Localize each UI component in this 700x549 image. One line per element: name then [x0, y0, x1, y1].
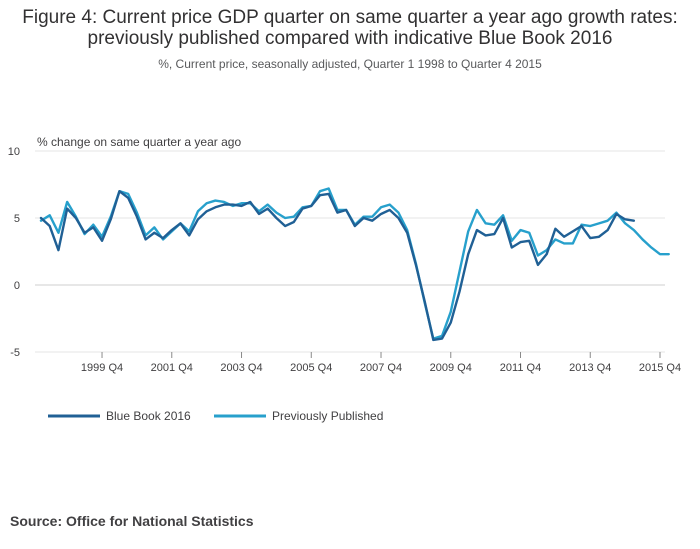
legend: Blue Book 2016 Previously Published — [48, 409, 383, 423]
y-tick-label: 0 — [14, 280, 20, 292]
x-tick-label: 2007 Q4 — [360, 362, 402, 374]
x-tick-label: 2015 Q4 — [639, 362, 681, 374]
chart-title: Figure 4: Current price GDP quarter on s… — [22, 7, 678, 49]
x-tick-label: 2001 Q4 — [151, 362, 193, 374]
x-tick-label: 1999 Q4 — [81, 362, 123, 374]
x-tick-label: 2005 Q4 — [290, 362, 332, 374]
y-axis-label: % change on same quarter a year ago — [37, 135, 241, 149]
y-axis-ticks: -5 0 5 10 — [8, 146, 20, 359]
legend-label: Previously Published — [272, 409, 383, 423]
x-axis-ticks: 1999 Q4 2001 Q4 2003 Q4 2005 Q4 2007 Q4 2009 … — [81, 352, 681, 374]
x-tick-label: 2003 Q4 — [220, 362, 262, 374]
chart-subtitle: %, Current price, seasonally adjusted, Q… — [158, 57, 542, 71]
x-tick-label: 2013 Q4 — [569, 362, 611, 374]
series-lines — [39, 187, 670, 342]
y-tick-label: -5 — [10, 347, 20, 359]
gridlines — [35, 150, 665, 353]
legend-label: Blue Book 2016 — [106, 409, 191, 423]
x-tick-label: 2009 Q4 — [430, 362, 472, 374]
x-tick-label: 2011 Q4 — [500, 362, 541, 374]
source-note: Source: Office for National Statistics — [10, 513, 254, 529]
series-line-blue-book-2016 — [39, 190, 636, 342]
y-tick-label: 10 — [8, 146, 20, 158]
y-tick-label: 5 — [14, 213, 20, 225]
